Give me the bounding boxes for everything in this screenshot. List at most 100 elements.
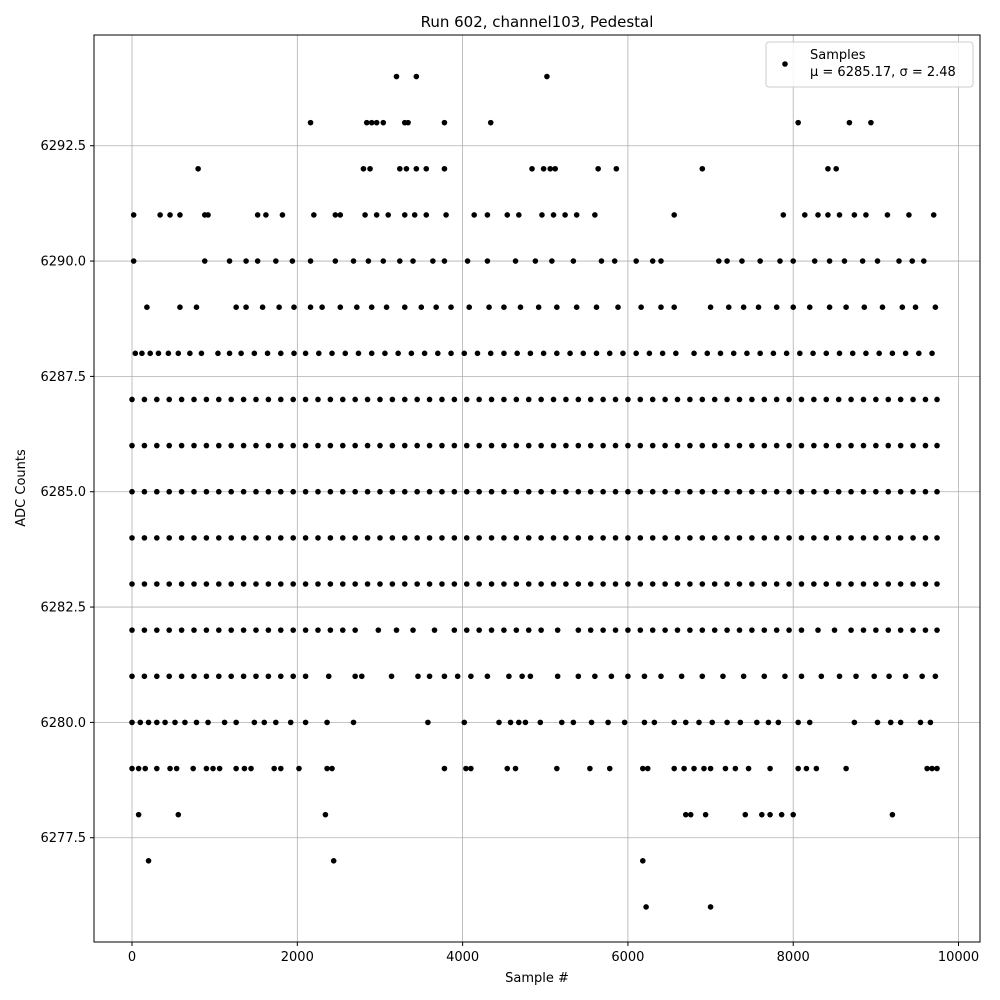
data-point [408,350,415,357]
data-point [922,627,929,633]
data-point [674,581,681,587]
data-point [276,304,282,310]
data-point [613,165,620,172]
data-point [264,350,271,357]
data-point [761,627,768,633]
data-point [833,165,839,172]
data-point [506,673,512,680]
data-point [562,212,568,218]
data-point [513,442,520,449]
data-point [550,535,557,541]
data-point [504,212,511,218]
data-point [337,212,344,218]
data-point [885,488,892,495]
data-point [761,442,768,449]
data-point [154,581,160,587]
data-point [397,258,403,264]
data-point [815,212,821,218]
data-point [439,396,445,403]
legend-stats: μ = 6285.17, σ = 2.48 [810,65,956,80]
data-point [587,396,594,403]
data-point [711,488,718,495]
data-point [587,488,594,495]
legend-label: Samples [810,48,866,63]
data-point [909,258,916,264]
data-point [488,442,495,449]
data-point [818,673,825,680]
data-point [860,488,867,495]
data-point [216,535,222,541]
data-point [662,488,668,495]
data-point [468,673,474,680]
data-point [315,581,321,587]
data-point [608,673,615,680]
data-point [691,350,697,357]
data-point [501,627,507,633]
data-point [324,719,330,726]
data-point [254,212,261,218]
data-point [919,673,925,680]
data-point [451,442,458,449]
data-point [765,719,772,726]
data-point [922,581,929,587]
data-point [441,765,448,772]
data-point [461,719,468,726]
data-point [885,442,892,449]
data-point [144,304,150,310]
data-point [532,258,539,264]
data-point [910,488,916,495]
data-point [368,119,375,126]
data-point [860,535,867,541]
data-point [401,442,408,449]
data-point [749,488,755,495]
data-point [504,765,511,772]
data-point [736,627,743,633]
data-point [501,581,507,587]
data-point [717,350,724,357]
data-point [327,488,334,495]
data-point [190,765,196,772]
data-point [873,396,879,403]
data-point [790,811,797,818]
data-point [339,581,346,587]
data-point [745,765,752,772]
data-point [377,581,383,587]
data-point [315,535,321,541]
data-point [488,396,495,403]
data-point [401,488,408,495]
data-point [550,396,557,403]
data-point [742,811,749,818]
data-point [486,304,492,310]
data-point [501,304,507,310]
data-point [302,442,309,449]
data-point [649,396,656,403]
y-axis-label: ADC Counts [14,449,29,527]
data-point [811,535,817,541]
data-point [860,442,867,449]
data-point [463,627,470,633]
data-point [859,258,866,264]
data-point [649,627,656,633]
data-point [823,581,830,587]
data-point [841,258,848,264]
data-point [253,535,259,541]
data-point [554,627,561,633]
y-tick-label: 6290.0 [41,255,87,270]
data-point [724,719,730,726]
data-point [612,535,619,541]
data-point [687,442,693,449]
data-point [815,627,821,633]
data-point [761,581,768,587]
data-point [203,396,210,403]
data-point [443,212,449,218]
data-point [154,396,160,403]
data-point [291,350,297,357]
data-point [339,535,346,541]
data-point [773,304,780,310]
data-point [681,765,687,772]
data-point [910,535,916,541]
data-point [154,719,160,726]
data-point [699,442,706,449]
data-point [897,535,904,541]
data-point [910,627,916,633]
